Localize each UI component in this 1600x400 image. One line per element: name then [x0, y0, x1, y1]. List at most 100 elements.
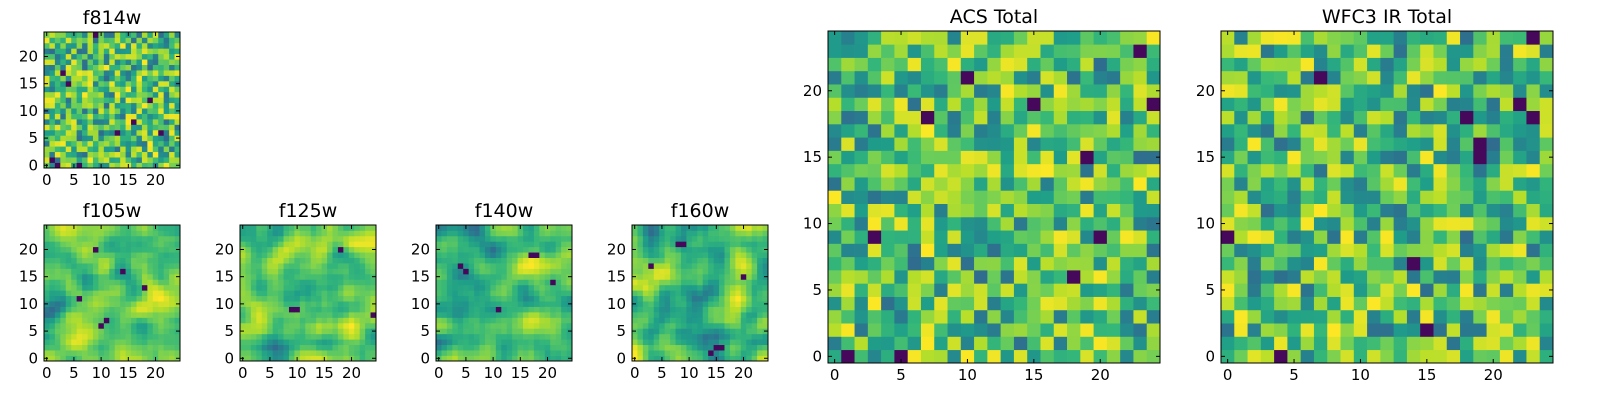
heatmap-cell: [250, 225, 257, 231]
heatmap-cell: [310, 268, 317, 275]
heatmap-cell: [960, 309, 975, 324]
heatmap-cell: [757, 295, 763, 302]
heatmap-cell: [169, 268, 175, 275]
heatmap-cell: [463, 257, 469, 264]
heatmap-cell: [71, 235, 77, 242]
heatmap-cell: [907, 123, 922, 138]
heatmap-cell: [114, 295, 121, 302]
heatmap-cell: [735, 322, 742, 329]
heatmap-cell: [136, 70, 143, 76]
heatmap-cell: [659, 333, 665, 340]
heatmap-cell: [169, 42, 175, 49]
heatmap-cell: [76, 53, 83, 60]
heatmap-cell: [131, 263, 137, 269]
heatmap-cell: [288, 263, 295, 269]
heatmap-cell: [1460, 270, 1474, 284]
heatmap-cell: [1053, 256, 1068, 271]
heatmap-cell: [82, 235, 88, 242]
heatmap-cell: [1327, 256, 1341, 271]
heatmap-cell: [1013, 270, 1028, 284]
heatmap-cell: [501, 322, 508, 329]
heatmap-cell: [44, 113, 50, 120]
heatmap-cell: [169, 113, 175, 120]
heatmap-cell: [332, 317, 339, 324]
heatmap-cell: [550, 257, 557, 264]
heatmap-cell: [299, 241, 306, 248]
heatmap-cell: [1460, 230, 1474, 244]
heatmap-cell: [1526, 256, 1541, 271]
heatmap-cell: [729, 268, 736, 275]
heatmap-cell: [987, 190, 1001, 204]
heatmap-cell: [523, 328, 529, 335]
heatmap-cell: [1313, 243, 1328, 258]
heatmap-cell: [60, 273, 67, 280]
heatmap-cell: [158, 140, 165, 147]
heatmap-cell: [713, 257, 720, 264]
heatmap-cell: [523, 333, 529, 340]
heatmap-cell: [343, 284, 350, 291]
heatmap-cell: [65, 146, 72, 153]
heatmap-cell: [1067, 150, 1081, 165]
heatmap-cell: [114, 97, 121, 104]
heatmap-cell: [348, 312, 355, 318]
heatmap-cell: [1327, 323, 1341, 337]
heatmap-cell: [250, 344, 257, 351]
heatmap-cell: [841, 336, 855, 351]
heatmap-cell: [169, 339, 175, 346]
heatmap-cell: [288, 273, 295, 280]
heatmap-cell: [136, 42, 143, 49]
heatmap-cell: [561, 312, 567, 318]
heatmap-cell: [294, 339, 301, 346]
heatmap-cell: [479, 225, 486, 231]
heatmap-cell: [76, 268, 83, 275]
heatmap-cell: [87, 113, 94, 120]
heatmap-cell: [1013, 230, 1028, 244]
heatmap-cell: [702, 328, 709, 335]
heatmap-cell: [757, 268, 763, 275]
heatmap-cell: [1146, 349, 1161, 364]
heatmap-cell: [158, 279, 165, 286]
heatmap-cell: [528, 301, 535, 307]
heatmap-cell: [713, 252, 720, 258]
heatmap-cell: [359, 273, 366, 280]
heatmap-cell: [1473, 309, 1487, 324]
heatmap-cell: [120, 37, 126, 44]
heatmap-cell: [1486, 203, 1501, 218]
heatmap-cell: [675, 235, 682, 242]
heatmap-cell: [82, 140, 88, 147]
heatmap-cell: [512, 322, 518, 329]
heatmap-cell: [158, 97, 165, 104]
heatmap-cell: [550, 350, 557, 356]
heatmap-cell: [1499, 323, 1514, 337]
heatmap-cell: [828, 283, 842, 297]
heatmap-cell: [697, 350, 704, 356]
heatmap-cell: [506, 268, 513, 275]
heatmap-cell: [1353, 70, 1368, 85]
heatmap-cell: [71, 146, 77, 153]
heatmap-cell: [735, 279, 742, 286]
heatmap-cell: [103, 113, 110, 120]
heatmap-cell: [163, 70, 170, 76]
heatmap-cell: [49, 241, 56, 248]
heatmap-cell: [98, 97, 105, 104]
heatmap-cell: [686, 268, 693, 275]
heatmap-cell: [947, 243, 962, 258]
heatmap-cell: [87, 268, 94, 275]
heatmap-cell: [120, 59, 126, 65]
x-tick-label: 0: [630, 364, 640, 382]
heatmap-cell: [1287, 230, 1302, 244]
heatmap-cell: [76, 257, 83, 264]
heatmap-cell: [65, 86, 72, 93]
heatmap-cell: [446, 350, 453, 356]
heatmap-cell: [125, 86, 132, 93]
heatmap-cell: [528, 295, 535, 302]
heatmap-cell: [867, 163, 882, 178]
heatmap-cell: [751, 246, 758, 253]
heatmap-cell: [441, 225, 448, 231]
heatmap-cell: [103, 328, 110, 335]
heatmap-cell: [1367, 243, 1381, 258]
heatmap-cell: [114, 91, 121, 98]
heatmap-cell: [310, 306, 317, 313]
heatmap-cell: [169, 290, 175, 297]
